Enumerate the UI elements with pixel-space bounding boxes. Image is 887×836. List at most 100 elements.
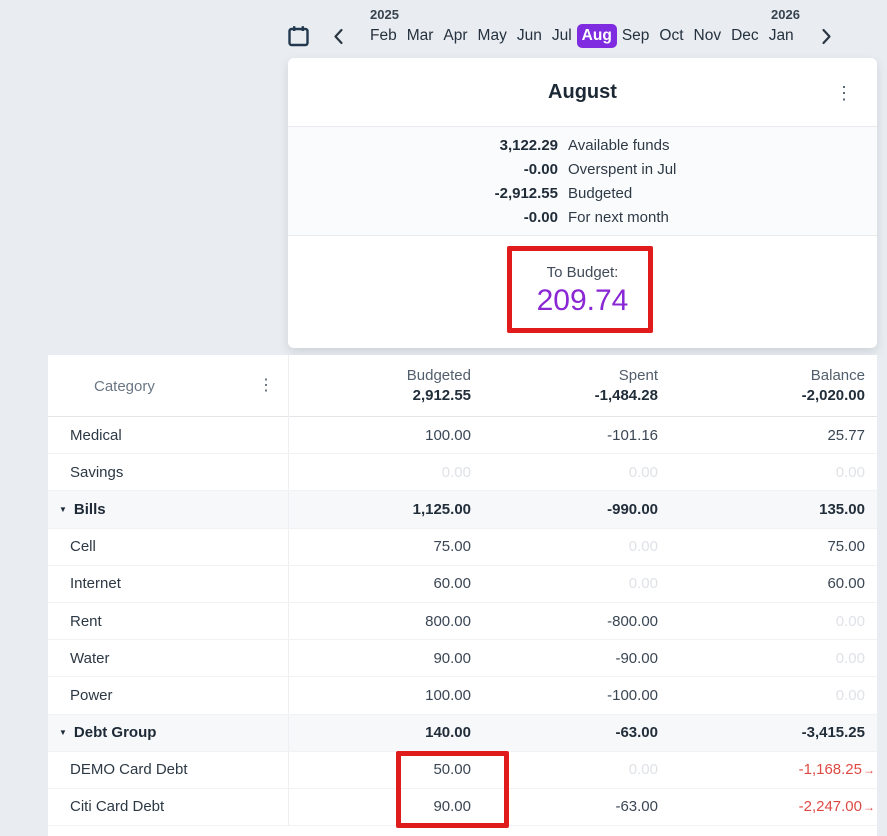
spent-cell[interactable]: -100.00 (483, 677, 670, 713)
month-mar[interactable]: Mar (406, 27, 434, 44)
month-jan[interactable]: Jan (768, 27, 794, 44)
budgeted-cell[interactable]: 800.00 (289, 603, 483, 639)
month-sep[interactable]: Sep (621, 27, 650, 44)
month-dec[interactable]: Dec (731, 27, 759, 44)
spent-cell[interactable]: 0.00 (483, 529, 670, 565)
table-row[interactable]: Rent 800.00 -800.00 0.00 (48, 602, 877, 641)
table-row[interactable]: Water 90.00 -90.00 0.00 (48, 640, 877, 678)
category-name-cell[interactable]: ▼ Debt Group (48, 714, 289, 751)
to-budget-value[interactable]: 209.74 (536, 284, 629, 317)
category-menu-kebab-icon[interactable]: ⋮ (258, 377, 274, 394)
spent-cell[interactable]: 0.00 (483, 454, 670, 490)
spent-cell[interactable]: -90.00 (483, 640, 670, 676)
category-name: Bills (73, 500, 106, 518)
balance-cell[interactable]: 135.00 (670, 491, 877, 527)
table-row[interactable]: Cell 75.00 0.00 75.00 (48, 528, 877, 566)
table-row[interactable]: Citi Card Debt 90.00 -63.00 -2,247.00 → (48, 788, 877, 827)
spent-cell[interactable]: -63.00 (483, 789, 670, 825)
budgeted-cell[interactable]: 90.00 (289, 640, 483, 676)
spent-cell[interactable]: 0.00 (483, 566, 670, 602)
calendar-icon[interactable] (288, 25, 309, 47)
column-header-budgeted: Budgeted 2,912.55 (289, 366, 483, 406)
to-budget-section[interactable]: To Budget: 209.74 (288, 236, 877, 346)
cell-value: -90.00 (615, 649, 658, 667)
budgeted-cell[interactable]: 100.00 (289, 677, 483, 713)
category-name-cell[interactable]: ▼ Bills (48, 491, 289, 528)
card-menu-kebab-icon[interactable]: ⋮ (835, 83, 853, 103)
budgeted-cell[interactable]: 140.00 (289, 715, 483, 751)
carryover-arrow-icon[interactable]: → (863, 762, 875, 777)
budgeted-cell[interactable]: 60.00 (289, 566, 483, 602)
column-header-spent: Spent -1,484.28 (483, 366, 670, 406)
to-budget-inner: To Budget: 209.74 (537, 264, 629, 318)
category-name-cell[interactable]: Savings (48, 454, 289, 491)
category-header-cell: Category ⋮ (48, 355, 289, 417)
table-row[interactable]: Medical 100.00 -101.16 25.77 (48, 417, 877, 455)
spent-cell[interactable]: 0.00 (483, 752, 670, 788)
table-row[interactable]: ▼ Debt Group 140.00 -63.00 -3,415.25 (48, 714, 877, 752)
cell-value: -990.00 (607, 500, 658, 518)
cell-value: 0.00 (628, 575, 658, 593)
spent-cell[interactable]: -63.00 (483, 715, 670, 751)
month-jul[interactable]: Jul (551, 27, 572, 44)
category-name-cell[interactable]: Water (48, 640, 289, 677)
budgeted-cell[interactable]: 90.00 (289, 789, 483, 825)
cell-value: 800.00 (425, 612, 471, 630)
column-total: 2,912.55 (412, 387, 471, 404)
spent-cell[interactable]: -990.00 (483, 491, 670, 527)
category-name: Rent (70, 612, 102, 630)
to-budget-label: To Budget: (546, 264, 619, 281)
balance-cell[interactable]: 25.77 (670, 417, 877, 453)
previous-month-chevron-icon[interactable] (332, 28, 345, 45)
table-row[interactable]: ▼ Bills 1,125.00 -990.00 135.00 (48, 491, 877, 529)
table-row[interactable]: DEMO Card Debt 50.00 0.00 -1,168.25 → (48, 751, 877, 789)
next-month-chevron-icon[interactable] (820, 28, 833, 45)
category-name: Power (70, 686, 113, 704)
category-name-cell[interactable]: DEMO Card Debt (48, 751, 289, 788)
month-oct[interactable]: Oct (659, 27, 684, 44)
balance-cell[interactable]: 0.00 (670, 677, 877, 713)
month-jun[interactable]: Jun (516, 27, 542, 44)
budgeted-cell[interactable]: 75.00 (289, 529, 483, 565)
table-row[interactable]: Power 100.00 -100.00 0.00 (48, 677, 877, 715)
category-name-cell[interactable]: Cell (48, 528, 289, 565)
balance-cell[interactable]: -1,168.25 → (670, 752, 877, 788)
cell-value: -100.00 (607, 686, 658, 704)
budgeted-cell[interactable]: 50.00 (289, 752, 483, 788)
balance-cell[interactable]: 0.00 (670, 454, 877, 490)
budgeted-cell[interactable]: 100.00 (289, 417, 483, 453)
category-name-cell[interactable]: Medical (48, 417, 289, 454)
carryover-arrow-icon[interactable]: → (863, 799, 875, 814)
budgeted-cell[interactable]: 0.00 (289, 454, 483, 490)
spent-cell[interactable]: -101.16 (483, 417, 670, 453)
spent-cell[interactable]: -800.00 (483, 603, 670, 639)
table-row[interactable]: Internet 60.00 0.00 60.00 (48, 565, 877, 603)
balance-cell[interactable]: 0.00 (670, 640, 877, 676)
month-nov[interactable]: Nov (693, 27, 722, 44)
column-label: Spent (618, 367, 658, 384)
category-table: Category ⋮ Budgeted 2,912.55 Spent -1,484.2… (48, 355, 877, 836)
month-feb[interactable]: Feb (370, 27, 397, 44)
collapse-triangle-icon[interactable]: ▼ (59, 504, 67, 514)
cell-value: 60.00 (827, 575, 865, 593)
category-name-cell[interactable]: Rent (48, 602, 289, 640)
column-label: Balance (810, 367, 865, 384)
collapse-triangle-icon[interactable]: ▼ (59, 728, 67, 738)
balance-cell[interactable]: 75.00 (670, 529, 877, 565)
cell-value: 60.00 (433, 575, 471, 593)
budgeted-cell[interactable]: 1,125.00 (289, 491, 483, 527)
balance-cell[interactable]: 0.00 (670, 603, 877, 639)
balance-cell[interactable]: -2,247.00 → (670, 789, 877, 825)
month-apr[interactable]: Apr (443, 27, 468, 44)
category-name: Cell (70, 538, 96, 556)
balance-cell[interactable]: 60.00 (670, 566, 877, 602)
table-row[interactable]: Savings 0.00 0.00 0.00 (48, 454, 877, 492)
category-name-cell[interactable]: Internet (48, 565, 289, 602)
cell-value: -800.00 (607, 612, 658, 630)
month-aug[interactable]: Aug (576, 24, 617, 48)
balance-cell[interactable]: -3,415.25 (670, 715, 877, 751)
cell-value: 90.00 (433, 798, 471, 816)
month-may[interactable]: May (477, 27, 507, 44)
category-name-cell[interactable]: Power (48, 677, 289, 714)
category-name-cell[interactable]: Citi Card Debt (48, 788, 289, 826)
